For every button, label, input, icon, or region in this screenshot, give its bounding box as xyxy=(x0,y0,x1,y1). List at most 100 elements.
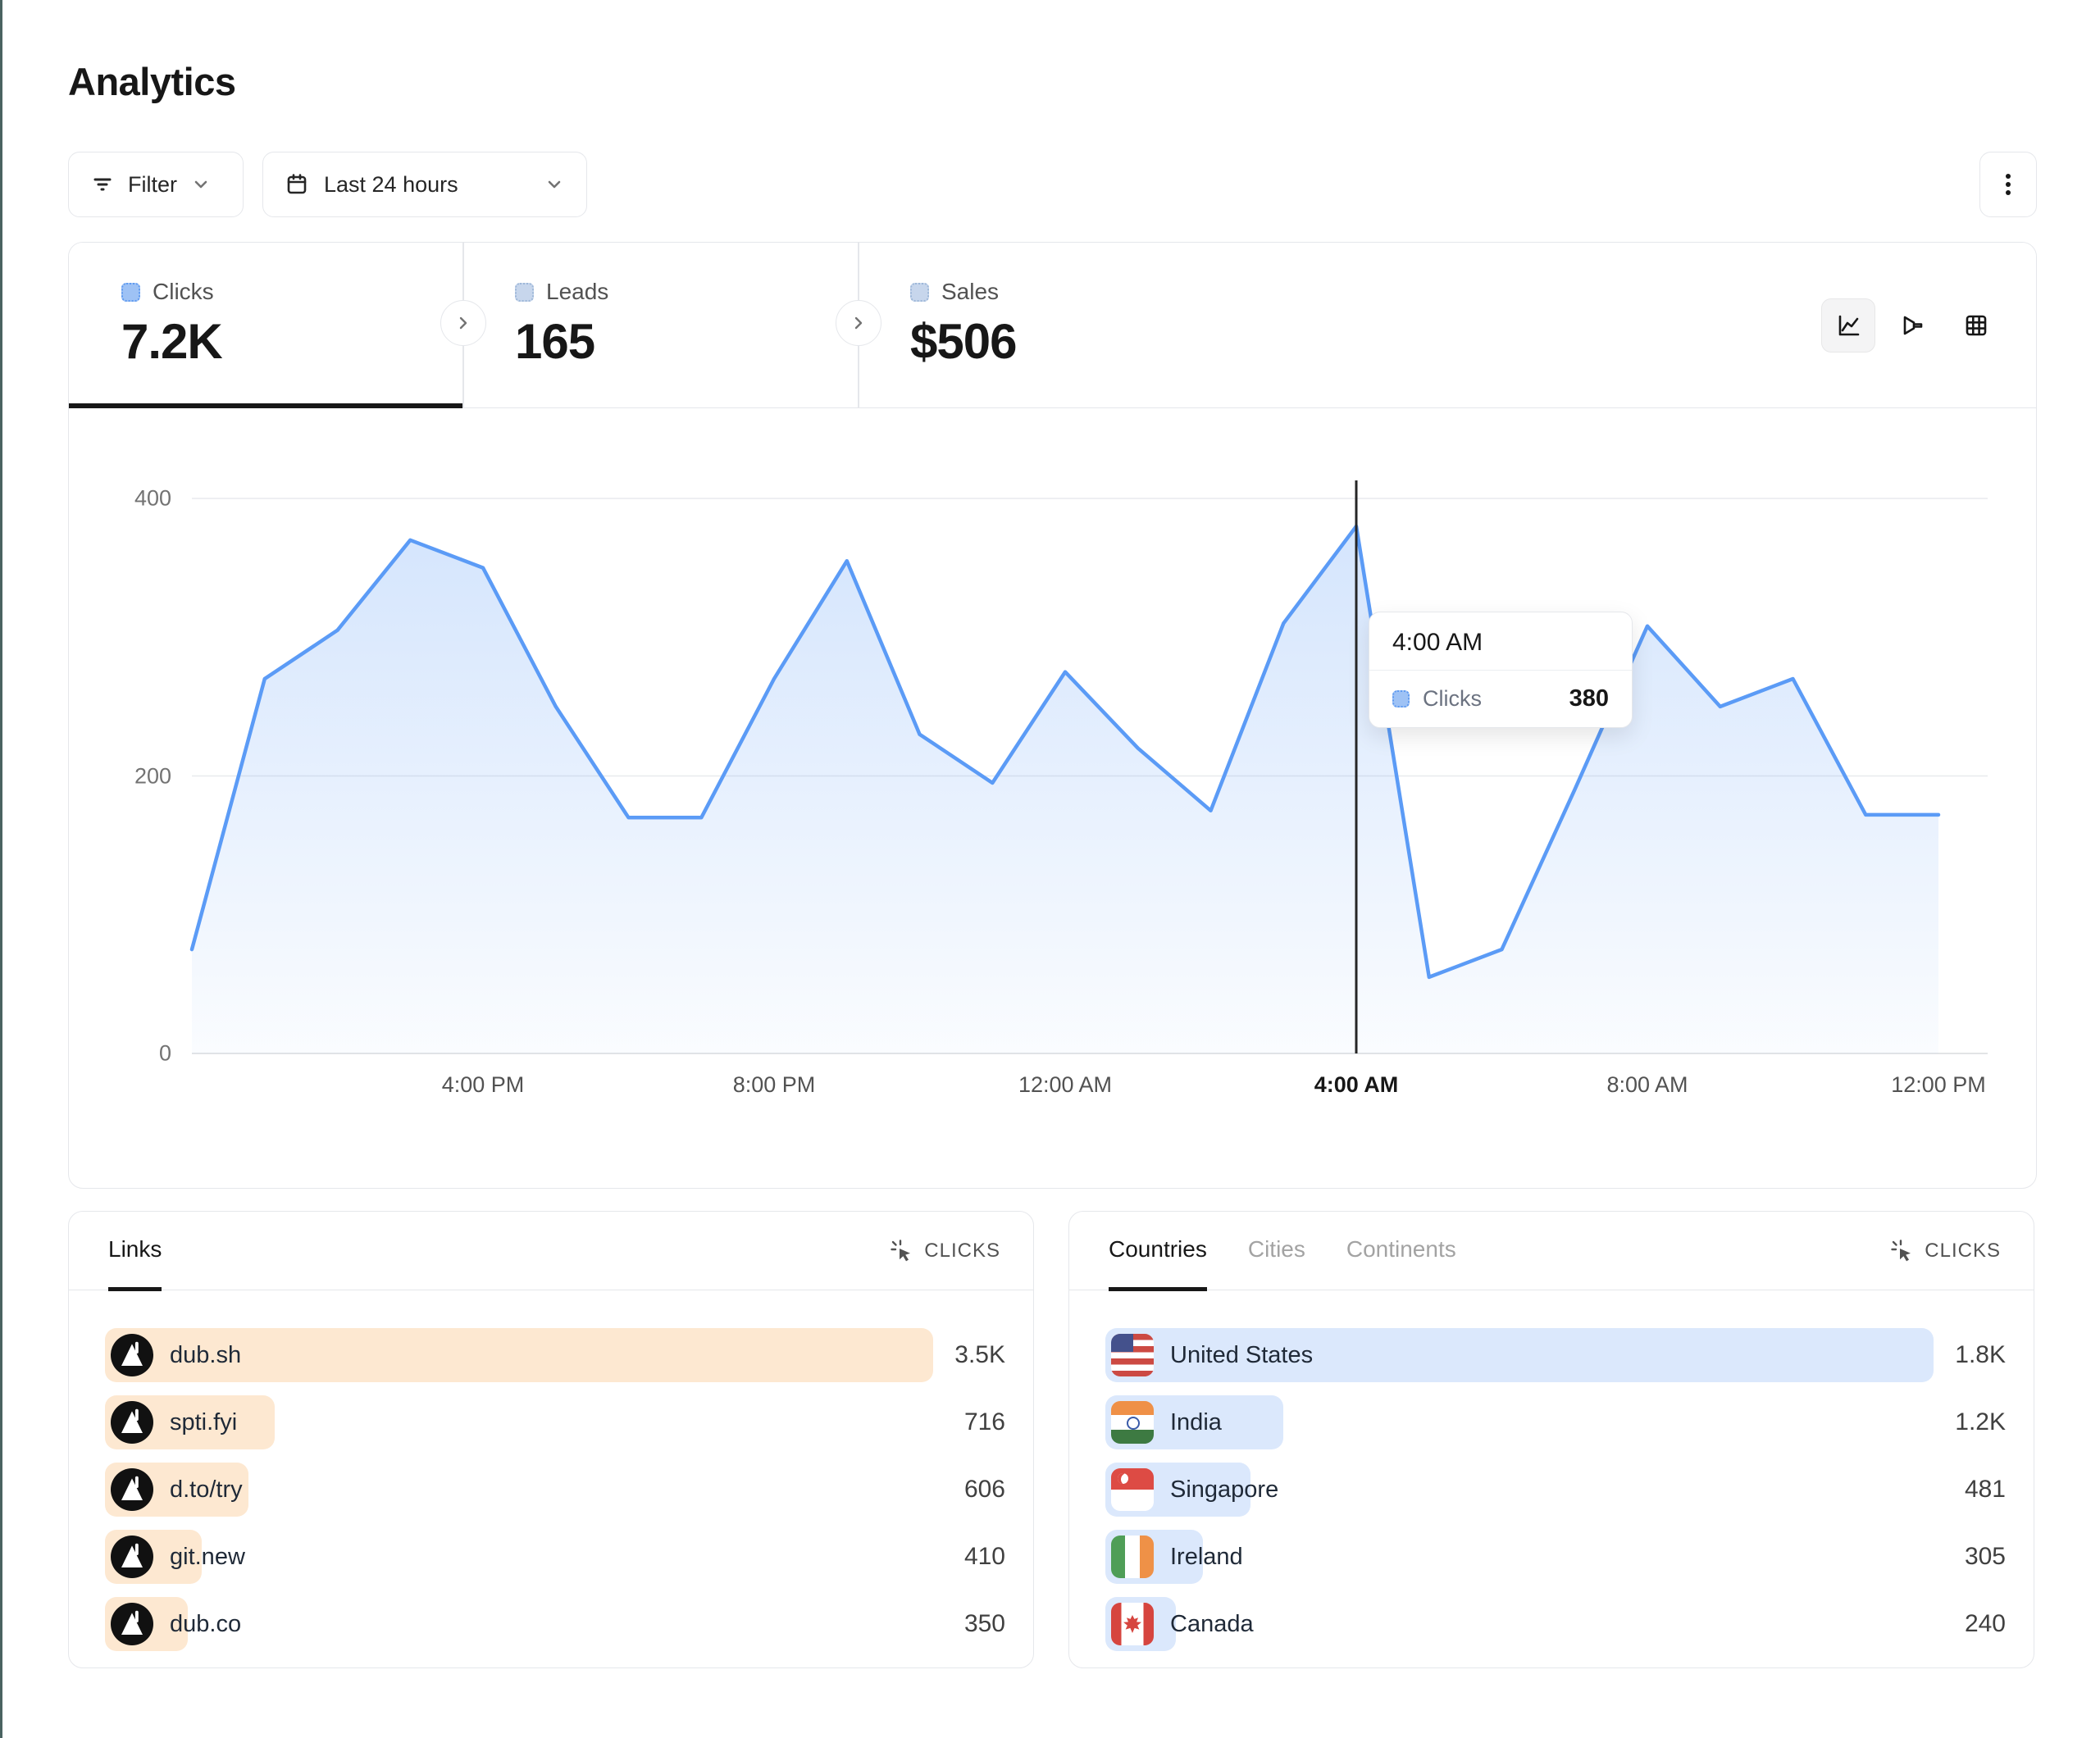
links-metric-toggle[interactable]: CLICKS xyxy=(890,1212,1000,1290)
expand-clicks-button[interactable] xyxy=(440,300,486,346)
expand-leads-button[interactable] xyxy=(836,300,881,346)
chevron-right-icon xyxy=(459,316,467,330)
leads-legend-icon xyxy=(515,282,534,302)
chart-tooltip: 4:00 AM Clicks 380 xyxy=(1369,612,1633,728)
table-view-button[interactable] xyxy=(1949,298,2003,353)
clicks-area-chart[interactable] xyxy=(69,243,2037,1189)
x-tick-label: 4:00 PM xyxy=(441,1072,525,1097)
geo-metric-toggle[interactable]: CLICKS xyxy=(1890,1212,2001,1290)
dub-logo-icon xyxy=(111,1603,153,1645)
link-value: 3.5K xyxy=(954,1341,1005,1368)
stat-label: Clicks xyxy=(153,279,214,304)
funnel-icon xyxy=(1903,316,1923,335)
country-label: United States xyxy=(1170,1341,1314,1368)
stat-value: 165 xyxy=(515,314,595,369)
country-label: Ireland xyxy=(1170,1543,1243,1570)
filter-button[interactable]: Filter xyxy=(68,152,244,217)
country-flag-icon xyxy=(1111,1468,1154,1511)
country-list-item[interactable]: India 1.2K xyxy=(1105,1395,2034,1449)
link-label: spti.fyi xyxy=(170,1408,238,1435)
link-label: git.new xyxy=(170,1543,245,1570)
tab-continents[interactable]: Continents xyxy=(1346,1212,1456,1291)
links-panel-header: Links CLICKS xyxy=(69,1212,1033,1291)
y-tick-label: 400 xyxy=(134,485,171,511)
tooltip-series-label: Clicks xyxy=(1423,686,1482,711)
kebab-menu-icon xyxy=(1996,171,2020,198)
dub-logo-icon xyxy=(111,1468,153,1511)
analytics-chart-card: Clicks 7.2K Leads 165 Sales $506 xyxy=(68,242,2037,1189)
geo-rows: United States 1.8K India 1.2K Singapore … xyxy=(1069,1290,2034,1651)
y-tick-label: 200 xyxy=(134,763,171,788)
country-value: 305 xyxy=(1964,1543,2006,1570)
tab-links-label: Links xyxy=(108,1235,162,1262)
dub-logo-icon xyxy=(111,1334,153,1376)
country-value: 481 xyxy=(1964,1476,2006,1503)
chevron-down-icon xyxy=(544,174,565,195)
clicks-legend-icon xyxy=(1392,690,1410,707)
line-chart-view-button[interactable] xyxy=(1821,298,1875,353)
tab-continents-label: Continents xyxy=(1346,1235,1456,1262)
country-list-item[interactable]: Canada 240 xyxy=(1105,1597,2034,1651)
date-range-button[interactable]: Last 24 hours xyxy=(262,152,587,217)
dub-logo-icon xyxy=(111,1536,153,1578)
link-label: dub.co xyxy=(170,1610,242,1637)
active-tab-underline xyxy=(69,403,462,408)
cursor-click-icon xyxy=(890,1239,914,1263)
links-metric-label: CLICKS xyxy=(924,1239,1000,1262)
date-range-label: Last 24 hours xyxy=(324,171,458,197)
links-rows: dub.sh 3.5K spti.fyi 716 xyxy=(69,1290,1033,1651)
funnel-view-button[interactable] xyxy=(1885,298,1939,353)
dub-logo-icon xyxy=(111,1401,153,1444)
country-flag-icon xyxy=(1111,1334,1154,1376)
link-list-item[interactable]: spti.fyi 716 xyxy=(105,1395,1033,1449)
link-bar xyxy=(105,1328,933,1382)
link-label: d.to/try xyxy=(170,1476,243,1503)
x-tick-label: 12:00 AM xyxy=(1018,1072,1113,1097)
chevron-right-icon xyxy=(854,316,863,330)
filter-button-label: Filter xyxy=(128,171,177,197)
x-tick-label: 12:00 PM xyxy=(1891,1072,1986,1097)
geo-panel-header: Countries Cities Continents CLICKS xyxy=(1069,1212,2034,1291)
links-panel: Links CLICKS dub.sh 3. xyxy=(68,1211,1034,1668)
link-label: dub.sh xyxy=(170,1341,242,1368)
link-value: 350 xyxy=(963,1610,1005,1637)
chart-type-toolbar xyxy=(1821,298,2003,353)
link-list-item[interactable]: dub.sh 3.5K xyxy=(105,1328,1033,1382)
y-tick-label: 0 xyxy=(158,1040,171,1066)
grid-table-icon xyxy=(1966,315,1987,336)
link-value: 606 xyxy=(963,1476,1005,1503)
tab-cities-label: Cities xyxy=(1247,1235,1305,1262)
x-tick-label: 4:00 AM xyxy=(1314,1072,1399,1097)
link-list-item[interactable]: dub.co 350 xyxy=(105,1597,1033,1651)
cursor-click-icon xyxy=(1890,1239,1915,1263)
x-tick-label: 8:00 PM xyxy=(732,1072,816,1097)
tooltip-value: 380 xyxy=(1569,685,1609,712)
sales-legend-icon xyxy=(910,282,929,302)
country-list-item[interactable]: United States 1.8K xyxy=(1105,1328,2034,1382)
country-flag-icon xyxy=(1111,1603,1154,1645)
country-list-item[interactable]: Singapore 481 xyxy=(1105,1463,2034,1517)
tab-countries[interactable]: Countries xyxy=(1109,1212,1207,1291)
line-chart-icon xyxy=(1838,315,1860,336)
filter-lines-icon xyxy=(90,172,115,197)
tab-links[interactable]: Links xyxy=(108,1212,162,1291)
tab-countries-label: Countries xyxy=(1109,1235,1207,1262)
stats-tab-bar: Clicks 7.2K Leads 165 Sales $506 xyxy=(69,243,2036,408)
page-title: Analytics xyxy=(68,60,236,103)
country-list-item[interactable]: Ireland 305 xyxy=(1105,1530,2034,1584)
country-value: 1.8K xyxy=(1955,1341,2006,1368)
x-tick-label: 8:00 AM xyxy=(1606,1072,1688,1097)
tooltip-time: 4:00 AM xyxy=(1369,612,1632,671)
country-flag-icon xyxy=(1111,1536,1154,1578)
tab-cities[interactable]: Cities xyxy=(1248,1212,1305,1291)
geo-metric-label: CLICKS xyxy=(1925,1239,2001,1262)
link-value: 716 xyxy=(963,1408,1005,1435)
country-bar xyxy=(1105,1328,1934,1382)
more-options-button[interactable] xyxy=(1979,152,2037,217)
link-value: 410 xyxy=(963,1543,1005,1570)
link-list-item[interactable]: d.to/try 606 xyxy=(105,1463,1033,1517)
link-list-item[interactable]: git.new 410 xyxy=(105,1530,1033,1584)
country-label: India xyxy=(1170,1408,1222,1435)
calendar-icon xyxy=(285,172,309,197)
country-flag-icon xyxy=(1111,1401,1154,1444)
